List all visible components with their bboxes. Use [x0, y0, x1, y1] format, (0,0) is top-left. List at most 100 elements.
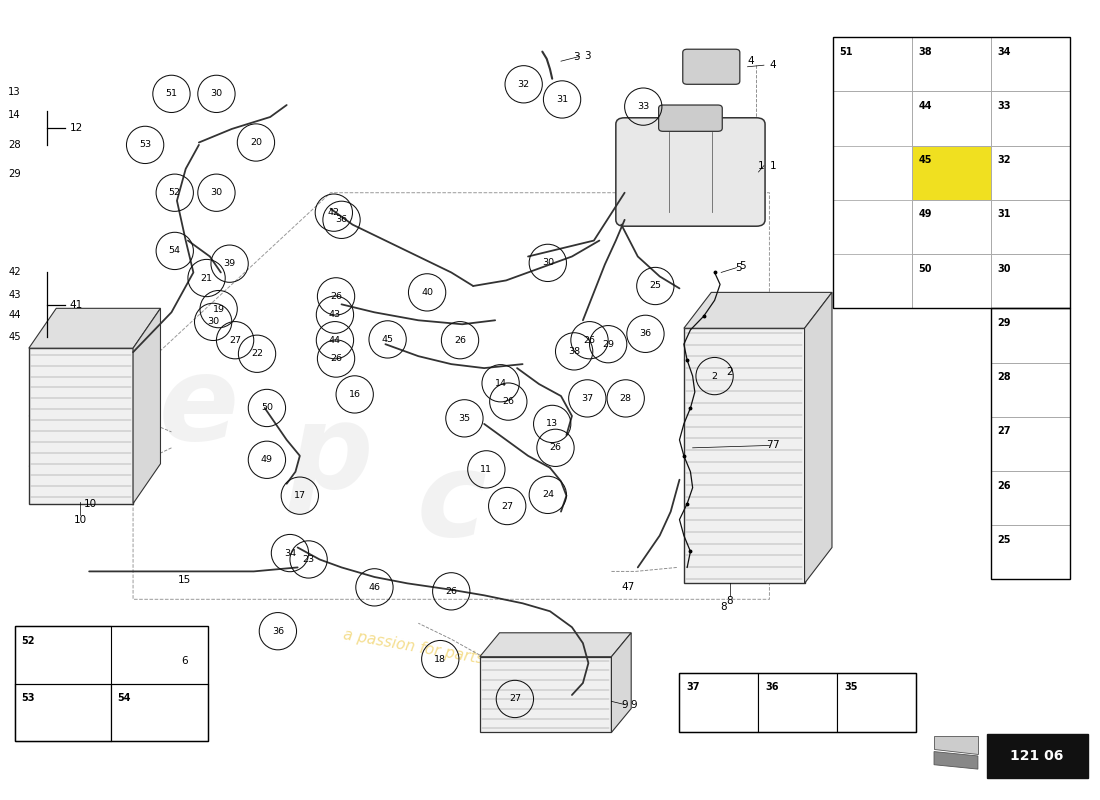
Text: 3: 3	[584, 51, 591, 62]
Text: 3: 3	[573, 52, 580, 62]
FancyBboxPatch shape	[616, 118, 766, 226]
Text: 54: 54	[118, 694, 131, 703]
Text: 5: 5	[736, 262, 743, 273]
Text: 2: 2	[727, 367, 734, 377]
Text: 4: 4	[748, 56, 755, 66]
Text: 36: 36	[336, 215, 348, 224]
Text: 18: 18	[434, 654, 447, 663]
Text: 10: 10	[84, 498, 97, 509]
Text: p: p	[288, 398, 373, 514]
Text: 24: 24	[542, 490, 553, 499]
Text: 33: 33	[637, 102, 649, 111]
Text: 16: 16	[349, 390, 361, 399]
FancyBboxPatch shape	[659, 105, 723, 131]
Text: 28: 28	[619, 394, 631, 403]
Text: 36: 36	[639, 330, 651, 338]
FancyBboxPatch shape	[991, 254, 1070, 308]
Polygon shape	[29, 308, 161, 348]
FancyBboxPatch shape	[912, 91, 991, 146]
Text: 29: 29	[602, 340, 614, 349]
Text: 42: 42	[328, 208, 340, 217]
Text: 45: 45	[382, 335, 394, 344]
Text: 1: 1	[769, 161, 777, 170]
Text: 37: 37	[581, 394, 593, 403]
Text: 10: 10	[74, 514, 87, 525]
Text: c: c	[416, 446, 486, 561]
Text: 33: 33	[998, 101, 1011, 111]
Text: 121 06: 121 06	[1011, 749, 1064, 763]
Text: 43: 43	[329, 310, 341, 319]
Text: 42: 42	[8, 267, 21, 278]
Text: 51: 51	[839, 47, 854, 57]
Text: 53: 53	[21, 694, 34, 703]
Text: 19: 19	[212, 305, 224, 314]
Text: 2: 2	[712, 371, 717, 381]
Text: 30: 30	[998, 264, 1011, 274]
Text: 32: 32	[518, 80, 530, 89]
Text: 8: 8	[720, 602, 727, 612]
Polygon shape	[934, 736, 978, 754]
Text: 31: 31	[998, 210, 1011, 219]
FancyBboxPatch shape	[991, 525, 1070, 579]
Text: 8: 8	[727, 596, 734, 606]
Text: 5: 5	[739, 261, 746, 271]
Text: 37: 37	[686, 682, 700, 692]
Text: 52: 52	[21, 636, 34, 646]
Text: 51: 51	[165, 90, 177, 98]
Text: 12: 12	[69, 123, 82, 133]
Text: 25: 25	[649, 282, 661, 290]
Polygon shape	[684, 292, 832, 328]
Text: 30: 30	[210, 90, 222, 98]
FancyBboxPatch shape	[684, 328, 804, 583]
Text: 27: 27	[502, 502, 514, 510]
Text: 14: 14	[8, 110, 21, 119]
Polygon shape	[133, 308, 161, 504]
Text: 53: 53	[139, 140, 151, 150]
Text: 26: 26	[330, 354, 342, 363]
Text: 54: 54	[168, 246, 180, 255]
Text: 7: 7	[771, 441, 779, 450]
Text: 7: 7	[766, 441, 773, 450]
FancyBboxPatch shape	[912, 200, 991, 254]
Text: 27: 27	[509, 694, 521, 703]
Text: 26: 26	[583, 336, 595, 345]
FancyBboxPatch shape	[759, 673, 837, 733]
Text: 15: 15	[178, 575, 191, 585]
Text: 44: 44	[918, 101, 932, 111]
Text: 44: 44	[9, 310, 21, 321]
Text: 39: 39	[223, 259, 235, 268]
Text: 52: 52	[168, 188, 180, 198]
FancyBboxPatch shape	[14, 684, 111, 742]
Text: 30: 30	[541, 258, 554, 267]
Text: 47: 47	[621, 582, 635, 592]
Text: 27: 27	[998, 426, 1011, 436]
Polygon shape	[804, 292, 832, 583]
Text: 31: 31	[556, 95, 568, 104]
FancyBboxPatch shape	[29, 348, 133, 504]
Text: 26: 26	[446, 587, 458, 596]
Text: 26: 26	[454, 336, 466, 345]
FancyBboxPatch shape	[991, 38, 1070, 91]
Text: 9: 9	[630, 699, 637, 710]
FancyBboxPatch shape	[912, 254, 991, 308]
Text: 9: 9	[621, 699, 628, 710]
Text: 45: 45	[8, 332, 21, 342]
FancyBboxPatch shape	[14, 626, 111, 742]
FancyBboxPatch shape	[111, 684, 208, 742]
FancyBboxPatch shape	[991, 91, 1070, 146]
FancyBboxPatch shape	[991, 308, 1070, 362]
Text: 29: 29	[8, 170, 21, 179]
FancyBboxPatch shape	[987, 734, 1088, 778]
Text: 36: 36	[766, 682, 779, 692]
Text: 43: 43	[9, 290, 21, 300]
FancyBboxPatch shape	[912, 146, 991, 200]
Text: 36: 36	[272, 626, 284, 636]
Text: 14: 14	[495, 378, 507, 388]
Text: 38: 38	[918, 47, 933, 57]
Text: 22: 22	[251, 350, 263, 358]
Text: 21: 21	[200, 274, 212, 282]
Text: 17: 17	[294, 491, 306, 500]
Text: 32: 32	[998, 155, 1011, 166]
Text: 6: 6	[182, 657, 188, 666]
Polygon shape	[612, 633, 631, 733]
